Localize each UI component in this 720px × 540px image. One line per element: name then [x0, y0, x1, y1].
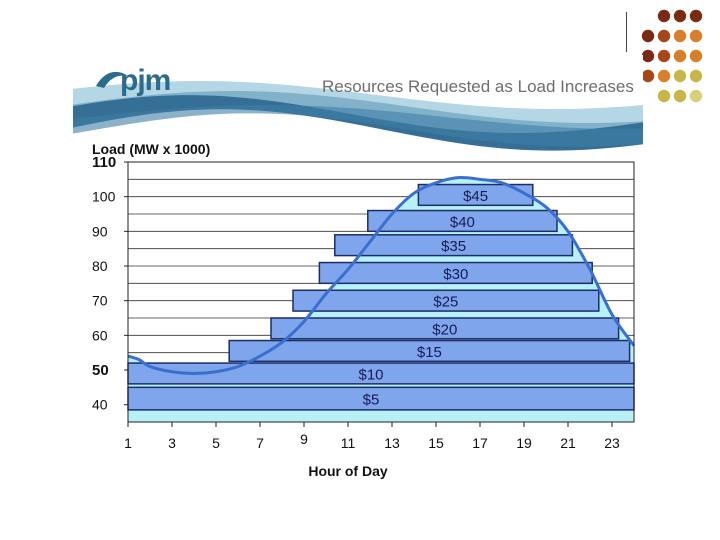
x-tick-label: 1: [124, 435, 132, 451]
decorative-dot: [657, 69, 671, 83]
y-tick-label: 110: [92, 154, 116, 171]
x-tick-labels: 1 3 5 7 9 11 13 15 17 19 21 23: [124, 422, 620, 451]
price-blocks: $5 $10 $15 $20 $25 $30 $35 $40 $45: [127, 183, 635, 411]
decorative-dot: [673, 69, 687, 83]
price-block: [127, 386, 635, 411]
price-block-label: $45: [463, 188, 488, 205]
pjm-logo-swoosh-icon: [96, 71, 128, 88]
price-block-label: $25: [433, 294, 458, 311]
decorative-dot: [689, 69, 703, 83]
price-block: [228, 339, 631, 363]
decorative-dot: [673, 29, 687, 43]
y-tick-label: 70: [92, 293, 108, 309]
decorative-dot: [689, 9, 703, 23]
y-tick-label: 50: [92, 362, 109, 379]
decorative-dot-grid: [641, 9, 703, 103]
price-block: [334, 234, 574, 257]
price-block: [270, 317, 620, 340]
load-curve-line: [127, 175, 636, 375]
decorative-dot: [657, 89, 671, 103]
x-tick-label: 5: [212, 435, 220, 451]
slide-divider: [626, 12, 627, 52]
x-tick-label: 19: [516, 435, 532, 451]
decorative-dot: [657, 9, 671, 23]
y-tick-labels: 110 100 90 80 70 60 50 40: [92, 154, 128, 413]
y-tick-label: 60: [92, 327, 108, 343]
decorative-dot: [657, 29, 671, 43]
decorative-dot: [689, 89, 703, 103]
decorative-dot: [689, 29, 703, 43]
y-tick-label: 80: [92, 258, 108, 274]
x-tick-label: 7: [256, 435, 264, 451]
x-tick-label: 15: [428, 435, 444, 451]
x-axis-label: Hour of Day: [308, 463, 388, 479]
price-block-label: $40: [450, 214, 475, 231]
x-tick-label: 23: [604, 435, 620, 451]
price-block-label: $5: [363, 392, 380, 409]
price-block: [292, 289, 600, 312]
x-tick-label: 11: [341, 435, 356, 451]
header-wave-band: [73, 55, 643, 155]
wave-band-mid: [73, 105, 643, 147]
plot-frame: [127, 161, 635, 423]
y-tick-label: 90: [92, 223, 108, 239]
decorative-dot: [673, 49, 687, 63]
wave-band-light: [73, 81, 643, 133]
slide-title: Resources Requested as Load Increases: [322, 77, 634, 96]
price-block-label: $35: [441, 238, 466, 255]
price-block: [367, 209, 558, 233]
x-tick-label: 9: [300, 431, 308, 447]
x-tick-label: 17: [472, 435, 488, 451]
price-block-label: $10: [358, 366, 383, 383]
decorative-dot: [641, 29, 655, 43]
price-block-label: $20: [432, 321, 457, 338]
x-tick-label: 13: [384, 435, 400, 451]
y-tick-label: 40: [92, 397, 108, 413]
x-tick-label: 21: [560, 435, 576, 451]
decorative-dot: [657, 49, 671, 63]
x-tick-label: 3: [168, 435, 176, 451]
decorative-dot: [689, 49, 703, 63]
price-block: [417, 183, 534, 207]
price-block-label: $15: [417, 344, 442, 361]
y-tick-label: 100: [92, 189, 116, 205]
decorative-dot: [673, 89, 687, 103]
price-block-label: $30: [443, 266, 468, 283]
decorative-dot: [641, 49, 655, 63]
decorative-dot: [673, 9, 687, 23]
decorative-dot: [641, 69, 655, 83]
pjm-logo-text: pjm: [120, 64, 170, 97]
pjm-logo: pjm: [96, 64, 171, 97]
y-axis-label: Load (MW x 1000): [92, 141, 210, 157]
